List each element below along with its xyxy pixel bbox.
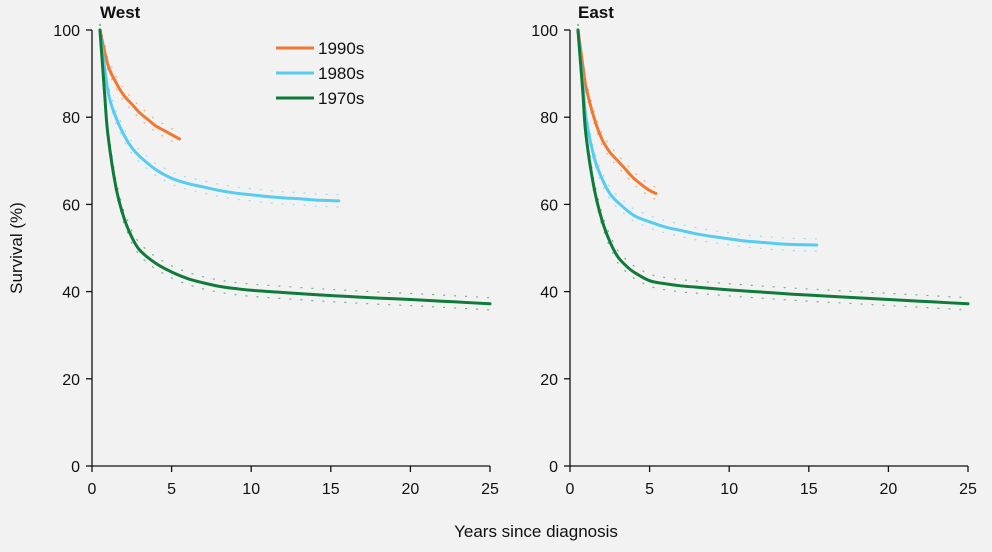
x-tick-label: 15 [800,481,818,498]
confidence-band [577,36,969,311]
y-tick-label: 60 [540,197,558,214]
y-tick-label: 100 [53,23,80,40]
legend-label: 1980s [318,64,364,83]
confidence-band [577,36,657,201]
x-tick-label: 20 [880,481,898,498]
y-tick-label: 40 [62,285,80,302]
confidence-band [99,35,180,146]
series-line [98,28,341,203]
y-tick-label: 20 [62,372,80,389]
confidence-band [99,36,339,208]
y-tick-label: 100 [531,23,558,40]
y-tick-label: 0 [549,459,558,476]
series-line [98,28,182,141]
y-tick-label: 60 [62,197,80,214]
x-tick-label: 10 [720,481,738,498]
panel-title: East [578,3,614,22]
x-tick-label: 5 [167,481,176,498]
legend-label: 1990s [318,39,364,58]
confidence-band [99,23,339,196]
series-line [576,28,658,195]
confidence-band [577,23,969,299]
confidence-band [577,23,657,188]
series-1990s [98,23,182,146]
x-axis-title: Years since diagnosis [454,522,618,541]
confidence-band [577,23,817,240]
y-tick-label: 20 [540,372,558,389]
x-tick-label: 0 [566,481,575,498]
panel-west: 0 20 40 60 80 100 0 5 10 15 20 25 West [53,3,499,498]
x-tick-label: 25 [959,481,977,498]
series-line [576,28,819,247]
y-tick-label: 80 [62,110,80,127]
panel-east: 0 20 40 60 80 100 0 5 10 15 20 25 East [531,3,977,498]
y-tick-label: 80 [540,110,558,127]
y-axis-title: Survival (%) [7,202,26,294]
legend-label: 1970s [318,89,364,108]
x-tick-label: 15 [322,481,340,498]
series-1980s [576,23,819,252]
series-line [576,28,970,306]
confidence-band [577,36,817,252]
confidence-band [99,23,491,299]
y-tick-label: 0 [71,459,80,476]
x-tick-label: 5 [645,481,654,498]
x-tick-label: 0 [88,481,97,498]
x-tick-label: 20 [402,481,420,498]
x-tick-label: 10 [242,481,260,498]
series-1970s [98,23,492,311]
panel-title: West [100,3,141,22]
series-1970s [576,23,970,311]
y-tick-label: 40 [540,285,558,302]
series-1980s [98,23,341,208]
series-1990s [576,23,658,201]
legend: 1990s 1980s 1970s [276,39,364,108]
x-tick-label: 25 [481,481,499,498]
series-line [98,28,492,306]
